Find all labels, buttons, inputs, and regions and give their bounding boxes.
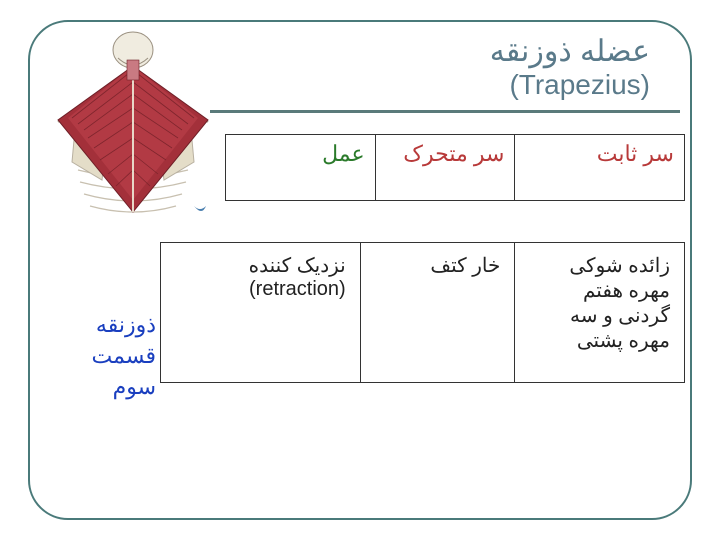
cell-action: نزدیک کننده (retraction) [161, 243, 361, 383]
trapezius-anatomy-illustration [38, 30, 228, 230]
cell-mobile-insertion: خار کتف [360, 243, 515, 383]
side-label-line2: قسمت سوم [56, 341, 156, 403]
col-action: عمل [226, 135, 376, 201]
col-fixed-origin: سر ثابت [515, 135, 685, 201]
cell-action-fa: نزدیک کننده [249, 255, 346, 277]
side-label-line1: ذوزنقه [56, 310, 156, 341]
title-farsi: عضله ذوزنقه [490, 34, 650, 69]
cell-fixed-origin: زائده شوکی مهره هفتم گردنی و سه مهره پشت… [515, 243, 685, 383]
col-mobile-insertion: سر متحرک [375, 135, 515, 201]
header-table: سر ثابت سر متحرک عمل [225, 134, 685, 201]
title-block: عضله ذوزنقه (Trapezius) [490, 34, 650, 101]
side-label: ذوزنقه قسمت سوم [56, 310, 156, 402]
title-underline [210, 110, 680, 113]
body-table: زائده شوکی مهره هفتم گردنی و سه مهره پشت… [160, 242, 685, 383]
title-english: (Trapezius) [490, 69, 650, 101]
cell-action-en: (retraction) [249, 278, 346, 301]
